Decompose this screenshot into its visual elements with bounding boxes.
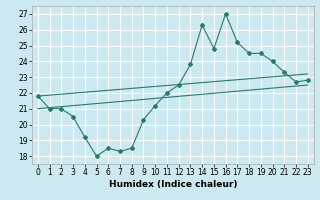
X-axis label: Humidex (Indice chaleur): Humidex (Indice chaleur) xyxy=(108,180,237,189)
